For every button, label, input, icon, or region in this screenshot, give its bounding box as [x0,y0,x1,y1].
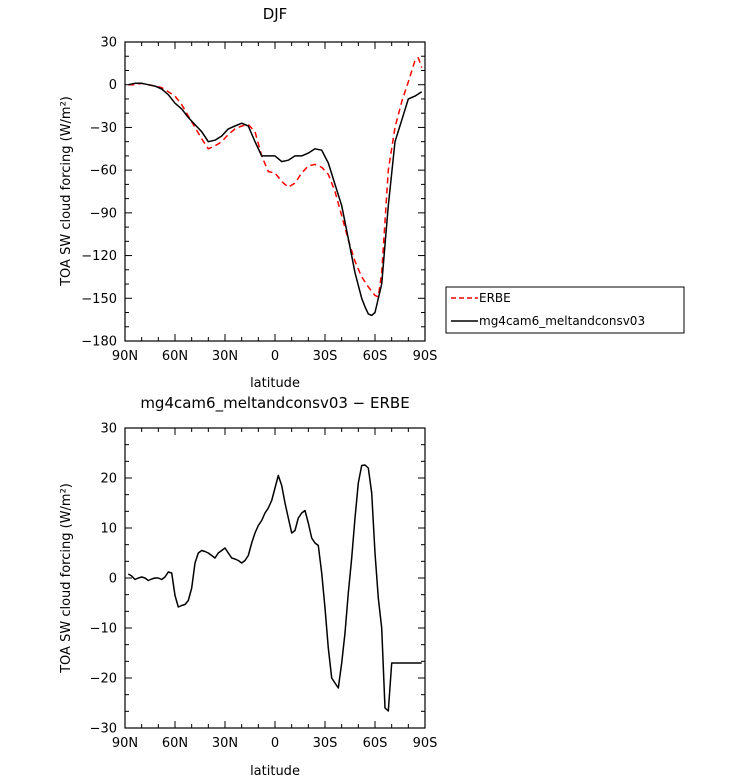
x-tick-label: 60N [162,736,188,751]
y-tick-label: −30 [90,722,117,737]
bottom-chart-title: mg4cam6_meltandconsv03 − ERBE [140,394,409,413]
top-x-tick-labels: 90N 60N 30N 0 30S 60S 90S [112,349,438,364]
bottom-series-lines [127,464,422,712]
y-tick-label: −90 [90,206,117,221]
x-tick-label: 0 [271,736,279,751]
y-tick-label: 0 [109,572,117,587]
bottom-chart: mg4cam6_meltandconsv03 − ERBE 30 20 10 0 −10… [59,394,437,779]
top-x-axis-label: latitude [250,376,300,391]
legend: ERBE mg4cam6_meltandconsv03 [445,286,685,334]
bottom-tick-marks [124,427,426,729]
x-tick-label: 60N [162,349,188,364]
y-tick-label: −120 [81,249,117,264]
y-tick-label: −180 [81,335,117,350]
bottom-y-tick-labels: 30 20 10 0 −10 −20 −30 [90,422,117,737]
series-line-erbe [128,56,423,298]
y-tick-label: −150 [81,292,117,307]
bottom-x-axis-label: latitude [250,764,300,779]
y-tick-label: 10 [100,522,117,537]
x-tick-label: 60S [363,736,388,751]
x-tick-label: 90N [112,349,138,364]
x-tick-label: 30N [212,736,238,751]
bottom-y-axis-label: TOA SW cloud forcing (W/m²) [59,483,74,674]
top-y-tick-labels: 30 0 −30 −60 −90 −120 −150 −180 [81,36,117,350]
legend-label-erbe: ERBE [479,291,511,305]
x-tick-label: 90N [112,736,138,751]
legend-box [445,286,685,334]
y-tick-label: 30 [100,422,117,437]
top-chart: DJF 300−30−60−90−120−150−180 90N 60N 30N 0 3… [59,5,685,391]
bottom-x-tick-labels: 90N 60N 30N 0 30S 60S 90S [112,736,438,751]
x-tick-label: 90S [413,736,438,751]
top-plot-frame [124,41,426,342]
top-series-lines [128,56,423,317]
x-tick-label: 30N [212,349,238,364]
y-tick-label: −60 [90,164,117,179]
y-tick-label: 20 [100,472,117,487]
y-tick-label: −20 [90,672,117,687]
y-tick-label: −30 [90,121,117,136]
bottom-plot-frame [124,427,426,729]
top-tick-marks [124,41,426,342]
top-chart-title: DJF [263,5,288,23]
x-tick-label: 60S [363,349,388,364]
x-tick-label: 0 [271,349,279,364]
y-tick-label: −10 [90,622,117,637]
y-tick-label: 0 [109,78,117,93]
y-tick-label: 30 [100,36,117,51]
legend-label-model: mg4cam6_meltandconsv03 [479,314,645,328]
series-line-mg4cam6-meltandconsv03 [128,82,423,317]
series-line-difference [127,464,422,712]
x-tick-label: 90S [413,349,438,364]
top-y-axis-label: TOA SW cloud forcing (W/m²) [59,96,74,287]
x-tick-label: 30S [313,349,338,364]
x-tick-label: 30S [313,736,338,751]
